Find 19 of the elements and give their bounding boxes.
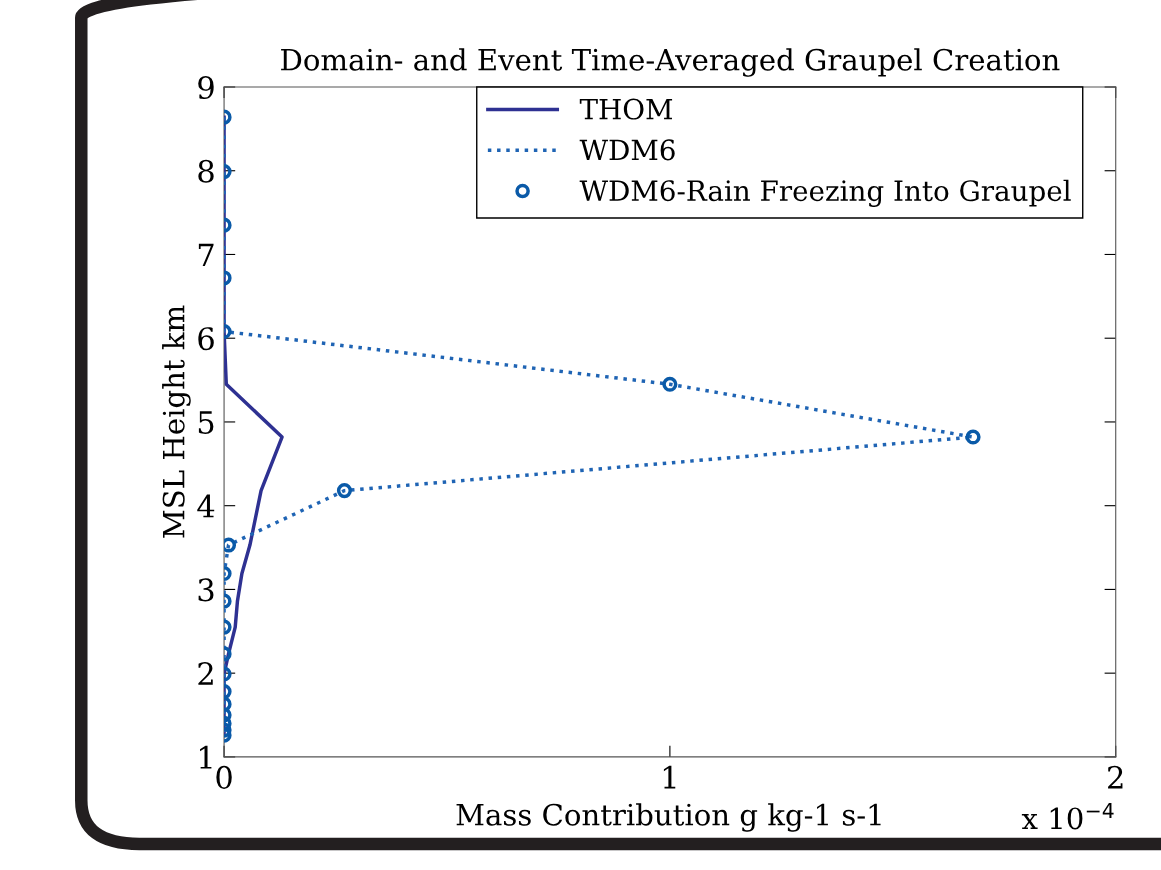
y-tick-label: 5	[198, 411, 214, 434]
legend-label: WDM6	[579, 139, 675, 161]
y-axis-title: MSL Height km	[162, 305, 191, 538]
y-tick-label: 4	[197, 494, 215, 518]
x-tick-label: 2	[1108, 765, 1123, 789]
y-tick-label: 7	[198, 243, 214, 267]
text: x 10$^{−4}$	[1021, 803, 1114, 830]
x-axis-title: Mass Contribution g kg-1 s-1	[456, 803, 881, 832]
legend-label: THOM	[579, 98, 673, 120]
x-tick-label: 0	[216, 765, 232, 789]
y-tick-label: 6	[198, 327, 214, 351]
y-tick-label: 1	[200, 745, 212, 769]
x-tick-label: 1	[663, 765, 676, 789]
chart-title: Domain- and Event Time-Averaged Graupel Creation	[281, 48, 1060, 77]
y-tick-label: 9	[198, 75, 214, 100]
y-tick-label: 2	[198, 662, 213, 685]
legend-label: WDM6-Rain Freezing Into Graupel	[579, 179, 1071, 207]
y-tick-label: 3	[198, 578, 214, 602]
y-tick-label: 8	[198, 159, 214, 183]
